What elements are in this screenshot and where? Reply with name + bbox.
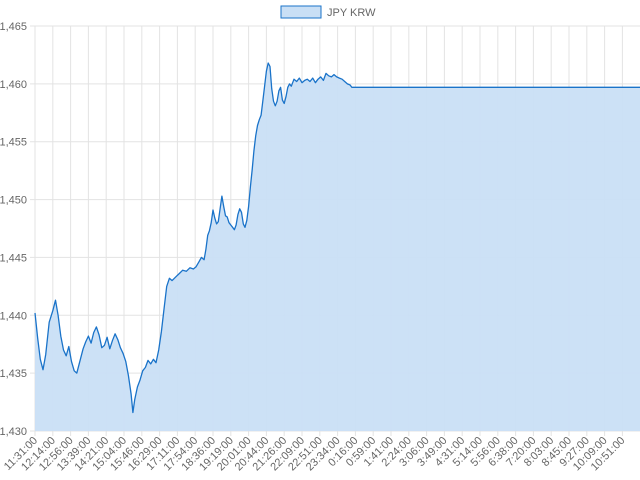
- y-tick-label: 1,435: [0, 368, 27, 380]
- series-area-jpy-krw: [35, 63, 640, 431]
- y-tick-label: 1,440: [0, 310, 27, 322]
- series-layer: [34, 62, 640, 431]
- legend-swatch-jpy-krw[interactable]: [280, 5, 322, 19]
- y-axis-tick-labels: 1,430 1,435 1,440 1,445 1,450 1,455 1,460 1,465: [0, 21, 27, 438]
- y-tick-label: 1,460: [0, 79, 27, 91]
- y-tick-label: 1,445: [0, 252, 27, 264]
- y-tick-label: 1,455: [0, 137, 27, 149]
- y-tick-label: 1,465: [0, 21, 27, 33]
- y-tick-label: 1,450: [0, 195, 27, 207]
- series-line-jpy-krw: [34, 62, 640, 414]
- x-axis-tick-labels: 11:31:0012:14:0012:56:0013:39:0014:21:00…: [2, 435, 628, 474]
- y-tick-label: 1,430: [0, 426, 27, 438]
- legend[interactable]: JPY KRW: [280, 5, 376, 19]
- legend-label-jpy-krw: JPY KRW: [327, 7, 376, 19]
